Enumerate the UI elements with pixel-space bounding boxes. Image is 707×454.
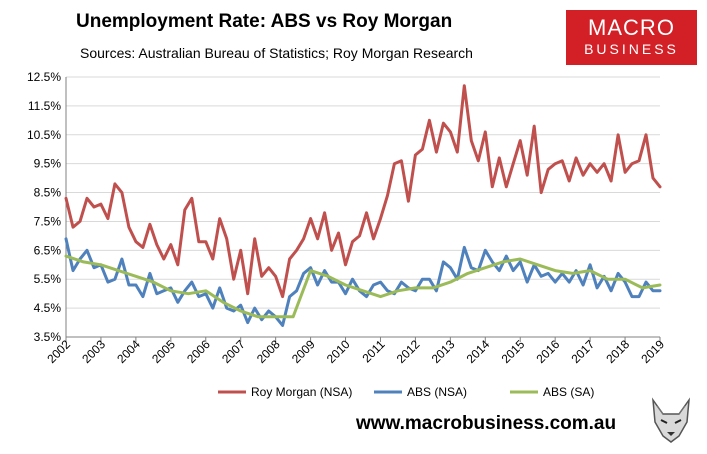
logo-line-1: MACRO	[588, 15, 675, 40]
x-tick-label: 2006	[184, 337, 213, 366]
roy-morgan-series-line	[64, 84, 662, 299]
x-tick-label: 2016	[534, 337, 563, 366]
x-tick-label: 2013	[429, 337, 458, 366]
macrobusiness-logo[interactable]: MACRO BUSINESS	[566, 10, 697, 65]
y-tick-label: 9.5%	[34, 157, 62, 171]
x-tick-label: 2008	[254, 337, 283, 366]
x-tick-label: 2015	[499, 337, 528, 366]
website-url[interactable]: www.macrobusiness.com.au	[356, 413, 617, 434]
x-tick-label: 2019	[638, 337, 667, 366]
legend-abs-sa-label: ABS (SA)	[543, 385, 594, 399]
x-tick-label: 2018	[603, 337, 632, 366]
y-tick-label: 6.5%	[34, 243, 62, 257]
chart-title: Unemployment Rate: ABS vs Roy Morgan	[76, 11, 453, 32]
y-tick-label: 10.5%	[27, 128, 61, 142]
logo-line-2: BUSINESS	[584, 41, 679, 57]
abs-nsa-series-line	[64, 237, 662, 327]
x-tick-label: 2014	[464, 337, 493, 366]
x-tick-label: 2009	[289, 337, 318, 366]
x-tick-label: 2004	[114, 337, 143, 366]
chart-subtitle: Sources: Australian Bureau of Statistics…	[80, 45, 473, 61]
legend-roy-morgan-label: Roy Morgan (NSA)	[251, 385, 352, 399]
x-tick-label: 2011	[359, 337, 387, 365]
x-tick-label: 2017	[568, 337, 597, 366]
x-tick-label: 2010	[324, 337, 353, 366]
y-tick-label: 4.5%	[34, 301, 62, 315]
legend-abs-nsa-label: ABS (NSA)	[407, 385, 467, 399]
y-tick-label: 11.5%	[28, 99, 61, 113]
x-tick-label: 2007	[219, 337, 248, 366]
y-tick-label: 12.5%	[27, 70, 61, 84]
y-tick-label: 7.5%	[34, 214, 62, 228]
x-tick-label: 2003	[79, 337, 108, 366]
x-tick-label: 2005	[149, 337, 178, 366]
fox-logo-icon	[645, 396, 697, 446]
x-tick-label: 2012	[394, 337, 423, 366]
abs-sa-series-line	[64, 254, 662, 319]
y-tick-label: 5.5%	[34, 272, 62, 286]
y-tick-label: 3.5%	[34, 330, 62, 344]
y-tick-label: 8.5%	[34, 186, 62, 200]
